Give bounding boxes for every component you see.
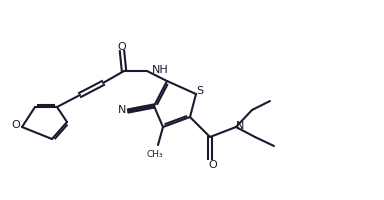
Text: O: O: [12, 119, 20, 129]
Text: CH₃: CH₃: [147, 150, 163, 159]
Text: NH: NH: [152, 65, 169, 75]
Text: S: S: [197, 86, 204, 96]
Text: N: N: [118, 104, 126, 114]
Text: N: N: [236, 120, 244, 130]
Text: O: O: [209, 159, 217, 169]
Text: O: O: [118, 42, 126, 52]
